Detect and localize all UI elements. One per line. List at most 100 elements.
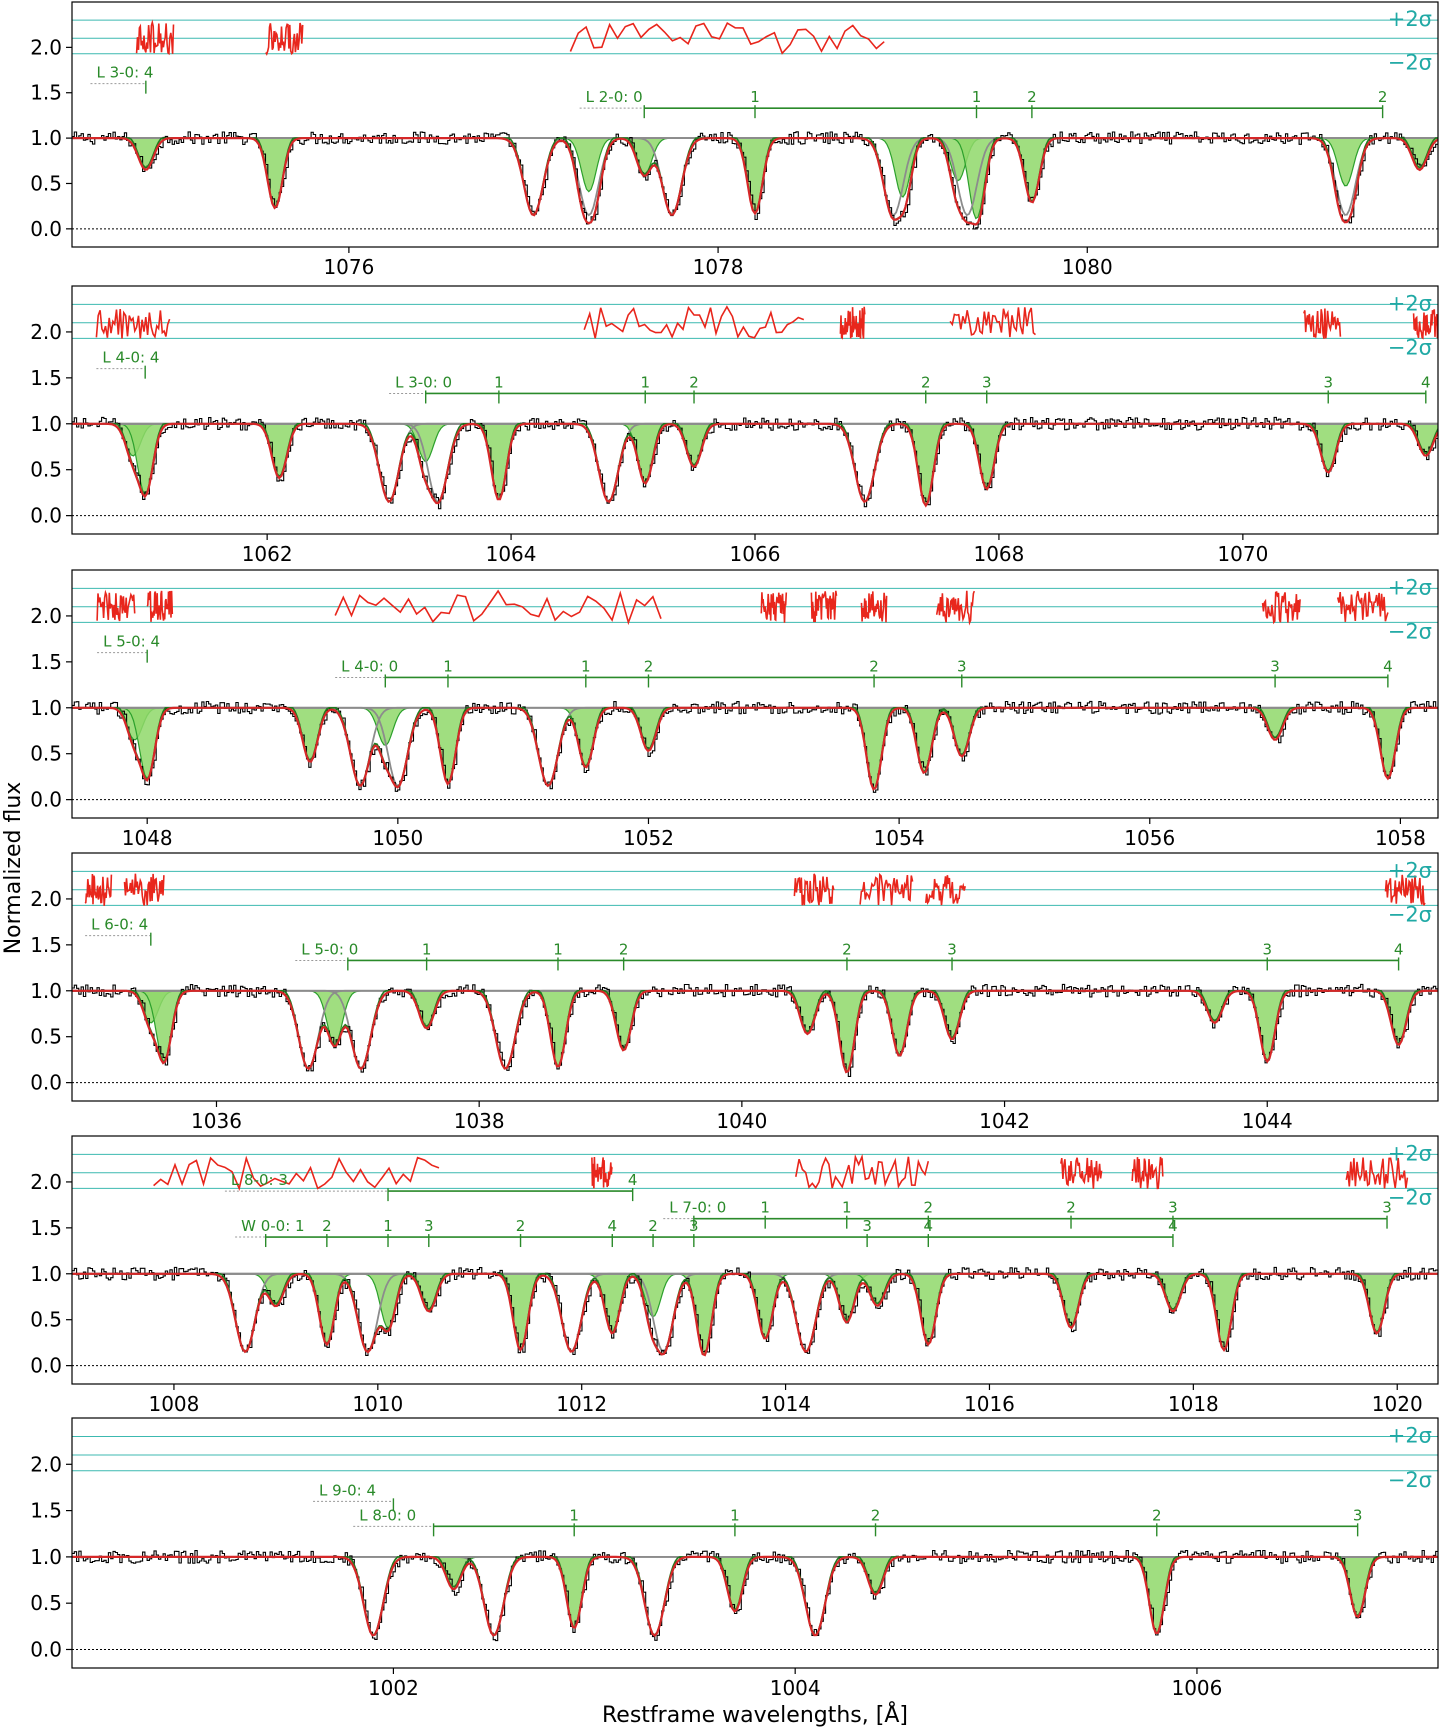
sigma-minus-label: −2σ: [1388, 1468, 1432, 1492]
h2-component: [72, 990, 1438, 1063]
y-tick-label: 1.0: [30, 1262, 62, 1286]
line-position-label: 1: [422, 940, 432, 958]
h2-component: [72, 707, 1438, 780]
panels: L 3-0: 4 L 2-0: 0 1 1 2 2 0.0 0.5 1.0 1.5 2.0 1076 1…: [30, 1, 1439, 1700]
x-tick-label: 1020: [1372, 1392, 1423, 1416]
y-tick-label: 1.5: [30, 1499, 62, 1523]
x-tick-label: 1062: [242, 542, 293, 566]
y-tick-label: 0.0: [30, 504, 62, 528]
x-tick-label: 1056: [1124, 826, 1175, 850]
plot-area: [72, 870, 1438, 1084]
line-label: L 5-0: 4: [103, 633, 160, 651]
line-position-label: 3: [1323, 373, 1333, 391]
line-label-row: L 9-0: 4: [313, 1481, 395, 1512]
x-tick-label: 1010: [352, 1392, 403, 1416]
line-label-row: L 3-0: 0 1 1 2 2 3 3 4: [389, 373, 1431, 404]
residual-segment: [1261, 591, 1301, 625]
line-position-label: 3: [947, 940, 957, 958]
h2-component: [72, 707, 1438, 791]
other-component: [72, 989, 1438, 1071]
total-model: [72, 422, 1438, 508]
y-tick-label: 1.0: [30, 696, 62, 720]
total-model: [72, 989, 1438, 1074]
other-component: [72, 1556, 1438, 1637]
h2-component: [72, 707, 1438, 774]
line-label-row: L 2-0: 0 1 1 2 2: [579, 88, 1387, 119]
panel-frame: [71, 852, 1439, 1102]
y-tick-label: 1.5: [30, 1216, 62, 1240]
line-position-label: 4: [1394, 940, 1404, 958]
residual-segment: [760, 592, 788, 623]
x-axis-title: Restframe wavelengths, [Å]: [602, 1701, 908, 1728]
line-position-label: 3: [1353, 1506, 1363, 1524]
x-tick-label: 1004: [770, 1676, 821, 1700]
line-label-row: L 8-0: 3 4: [224, 1171, 638, 1202]
residual-segment: [1303, 308, 1342, 339]
residual-segment: [1384, 874, 1426, 906]
residual-segment: [1345, 1157, 1409, 1189]
h2-component: [72, 990, 1438, 1073]
h2-component: [72, 990, 1438, 1040]
line-position-label: 1: [553, 940, 563, 958]
y-tick-label: 2.0: [30, 1170, 62, 1194]
line-position-label: 1: [760, 1199, 770, 1217]
line-label-row: L 5-0: 4: [97, 633, 160, 663]
y-tick-label: 1.5: [30, 366, 62, 390]
line-label: L 4-0: 0: [341, 657, 398, 675]
y-tick-label: 1.0: [30, 979, 62, 1003]
y-tick-label: 0.0: [30, 217, 62, 241]
panel-frame: [71, 1135, 1439, 1385]
line-label: L 3-0: 4: [96, 64, 153, 82]
line-position-label: 1: [842, 1199, 852, 1217]
line-position-label: 3: [1168, 1199, 1178, 1217]
h2-component: [72, 1556, 1438, 1590]
panel-6: L 9-0: 4 L 8-0: 0 1 1 2 2 3 0.0 0.5 1.0 1.5 2.0 1002…: [30, 1417, 1439, 1700]
line-position-label: 1: [569, 1506, 579, 1524]
h2-component: [72, 1556, 1438, 1613]
line-label-row: L 3-0: 4: [90, 64, 153, 94]
line-position-label: 3: [1262, 940, 1272, 958]
h2-component: [72, 707, 1438, 741]
total-model: [72, 1272, 1438, 1357]
line-position-label: 4: [628, 1171, 638, 1189]
line-position-label: 1: [581, 657, 591, 675]
h2-total-model: [72, 1556, 1438, 1637]
residual-segment: [569, 21, 885, 55]
residual-segment: [1412, 309, 1438, 340]
y-tick-label: 0.5: [30, 1591, 62, 1615]
line-position-label: 4: [608, 1217, 618, 1235]
y-tick-label: 2.0: [30, 1452, 62, 1476]
line-position-label: 3: [1270, 657, 1280, 675]
h2-component: [72, 1556, 1438, 1596]
line-label-row: L 4-0: 0 1 1 2 2 3 3 4: [335, 657, 1393, 688]
line-position-label: 2: [648, 1217, 658, 1235]
residual-segment: [1131, 1156, 1164, 1190]
h2-component: [72, 707, 1438, 752]
y-tick-label: 1.0: [30, 412, 62, 436]
panel-frame: [71, 1, 1439, 248]
h2-component: [72, 990, 1438, 1062]
line-label: L 5-0: 0: [301, 940, 358, 958]
line-position-label: 2: [689, 373, 699, 391]
plot-area: [72, 1436, 1438, 1650]
line-label-row: L 6-0: 4: [85, 916, 152, 946]
h2-component: [72, 990, 1438, 1035]
y-tick-label: 0.5: [30, 171, 62, 195]
line-position-label: 2: [869, 657, 879, 675]
h2-component: [72, 990, 1438, 1056]
line-position-label: 3: [424, 1217, 434, 1235]
observed-spectrum: [72, 700, 1438, 793]
y-tick-label: 0.5: [30, 1025, 62, 1049]
y-tick-label: 0.5: [30, 1308, 62, 1332]
x-tick-label: 1014: [760, 1392, 811, 1416]
x-tick-label: 1016: [964, 1392, 1015, 1416]
sigma-minus-label: −2σ: [1388, 902, 1432, 926]
line-position-label: 4: [924, 1217, 934, 1235]
residual-segment: [96, 589, 136, 622]
line-label: L 4-0: 4: [102, 349, 159, 367]
y-tick-label: 0.0: [30, 1637, 62, 1661]
x-tick-label: 1070: [1217, 542, 1268, 566]
sigma-plus-label: +2σ: [1388, 1424, 1432, 1448]
y-tick-label: 0.0: [30, 1071, 62, 1095]
line-position-label: 2: [644, 657, 654, 675]
